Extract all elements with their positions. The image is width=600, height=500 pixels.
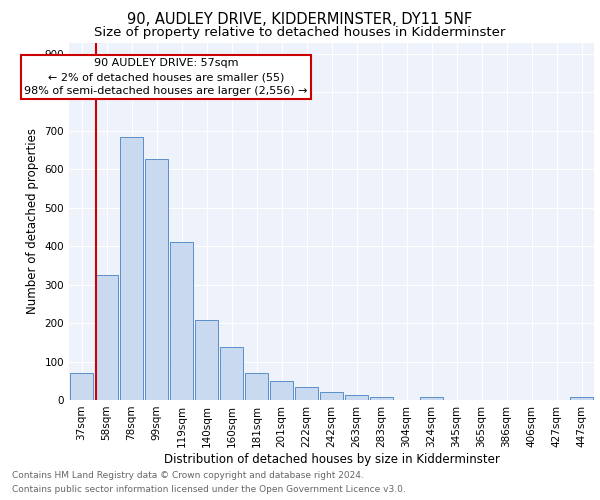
Bar [195,320,218,400]
Bar [295,386,318,400]
Bar [95,275,118,400]
Bar [220,348,243,400]
Bar [320,392,343,400]
Text: 90, AUDLEY DRIVE, KIDDERMINSTER, DY11 5NF: 90, AUDLEY DRIVE, KIDDERMINSTER, DY11 5N… [127,12,473,28]
Bar [245,373,268,400]
X-axis label: Distribution of detached houses by size in Kidderminster: Distribution of detached houses by size … [164,452,499,466]
Text: 90 AUDLEY DRIVE: 57sqm
← 2% of detached houses are smaller (55)
98% of semi-deta: 90 AUDLEY DRIVE: 57sqm ← 2% of detached … [24,58,308,96]
Bar [570,398,593,400]
Bar [120,136,143,400]
Bar [170,242,193,400]
Text: Contains public sector information licensed under the Open Government Licence v3: Contains public sector information licen… [12,485,406,494]
Bar [370,397,393,400]
Bar [420,398,443,400]
Text: Size of property relative to detached houses in Kidderminster: Size of property relative to detached ho… [94,26,506,39]
Y-axis label: Number of detached properties: Number of detached properties [26,128,39,314]
Bar [70,373,93,400]
Bar [345,396,368,400]
Text: Contains HM Land Registry data © Crown copyright and database right 2024.: Contains HM Land Registry data © Crown c… [12,471,364,480]
Bar [145,158,168,400]
Bar [270,381,293,400]
